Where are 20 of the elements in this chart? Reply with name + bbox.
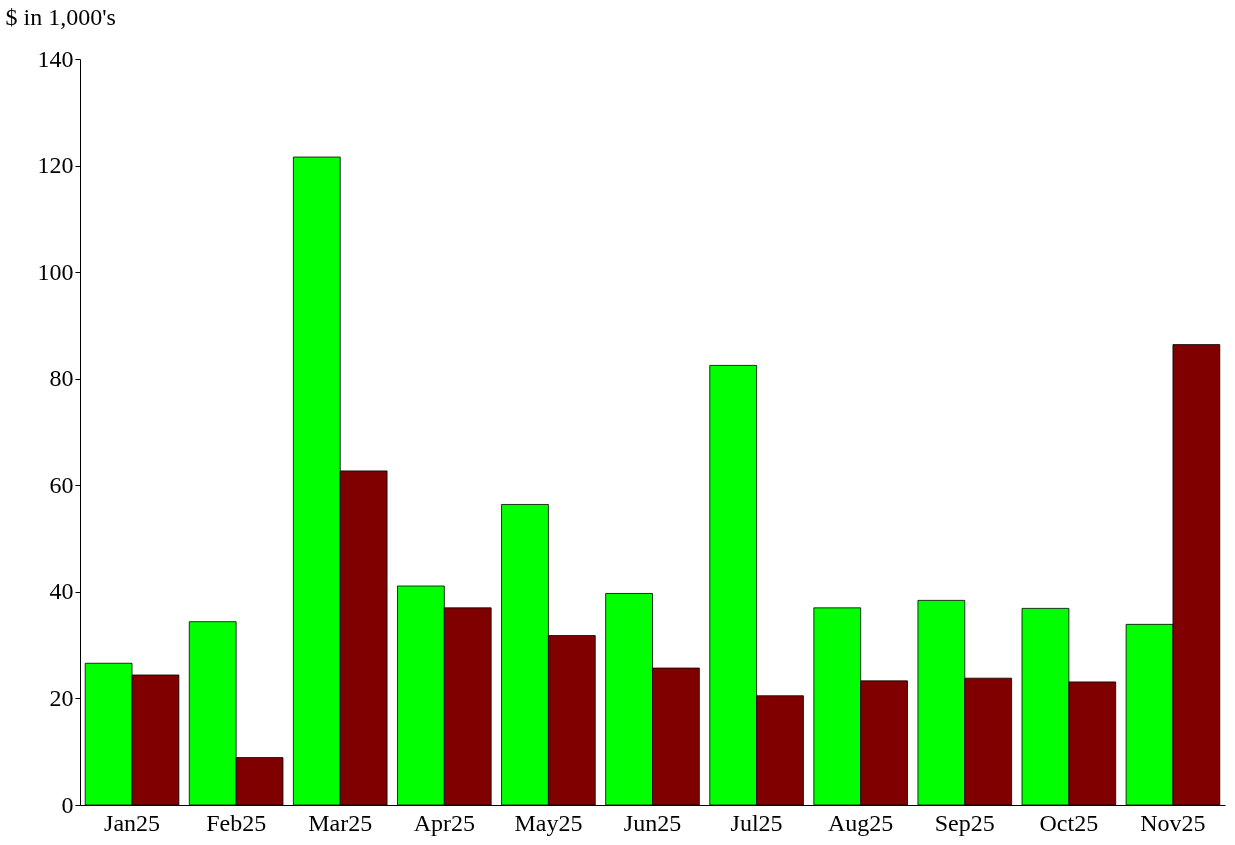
x-tick-label: May25 bbox=[514, 809, 583, 836]
x-tick-label: Feb25 bbox=[206, 809, 267, 836]
x-tick-label: Oct25 bbox=[1039, 809, 1099, 836]
y-tick-label: 60 bbox=[49, 471, 74, 498]
x-tick-label: Jan25 bbox=[104, 809, 161, 836]
x-tick-label: Jul25 bbox=[730, 809, 783, 836]
y-tick-label: 80 bbox=[49, 365, 74, 392]
y-tick-label: 0 bbox=[61, 791, 74, 818]
y-tick-label: 120 bbox=[37, 152, 74, 179]
y-tick-label: 140 bbox=[37, 45, 74, 72]
x-tick-label: Jun25 bbox=[623, 809, 682, 836]
x-tick-label: Aug25 bbox=[828, 809, 894, 836]
y-tick-label: 100 bbox=[37, 258, 74, 285]
y-axis-title: $ in 1,000's bbox=[5, 3, 116, 30]
x-tick-label: Sep25 bbox=[934, 809, 995, 836]
y-tick-label: 20 bbox=[49, 684, 74, 711]
x-tick-label: Apr25 bbox=[413, 809, 475, 836]
x-tick-label: Mar25 bbox=[308, 809, 373, 836]
y-tick-label: 40 bbox=[49, 578, 74, 605]
x-tick-label: Nov25 bbox=[1140, 809, 1206, 836]
